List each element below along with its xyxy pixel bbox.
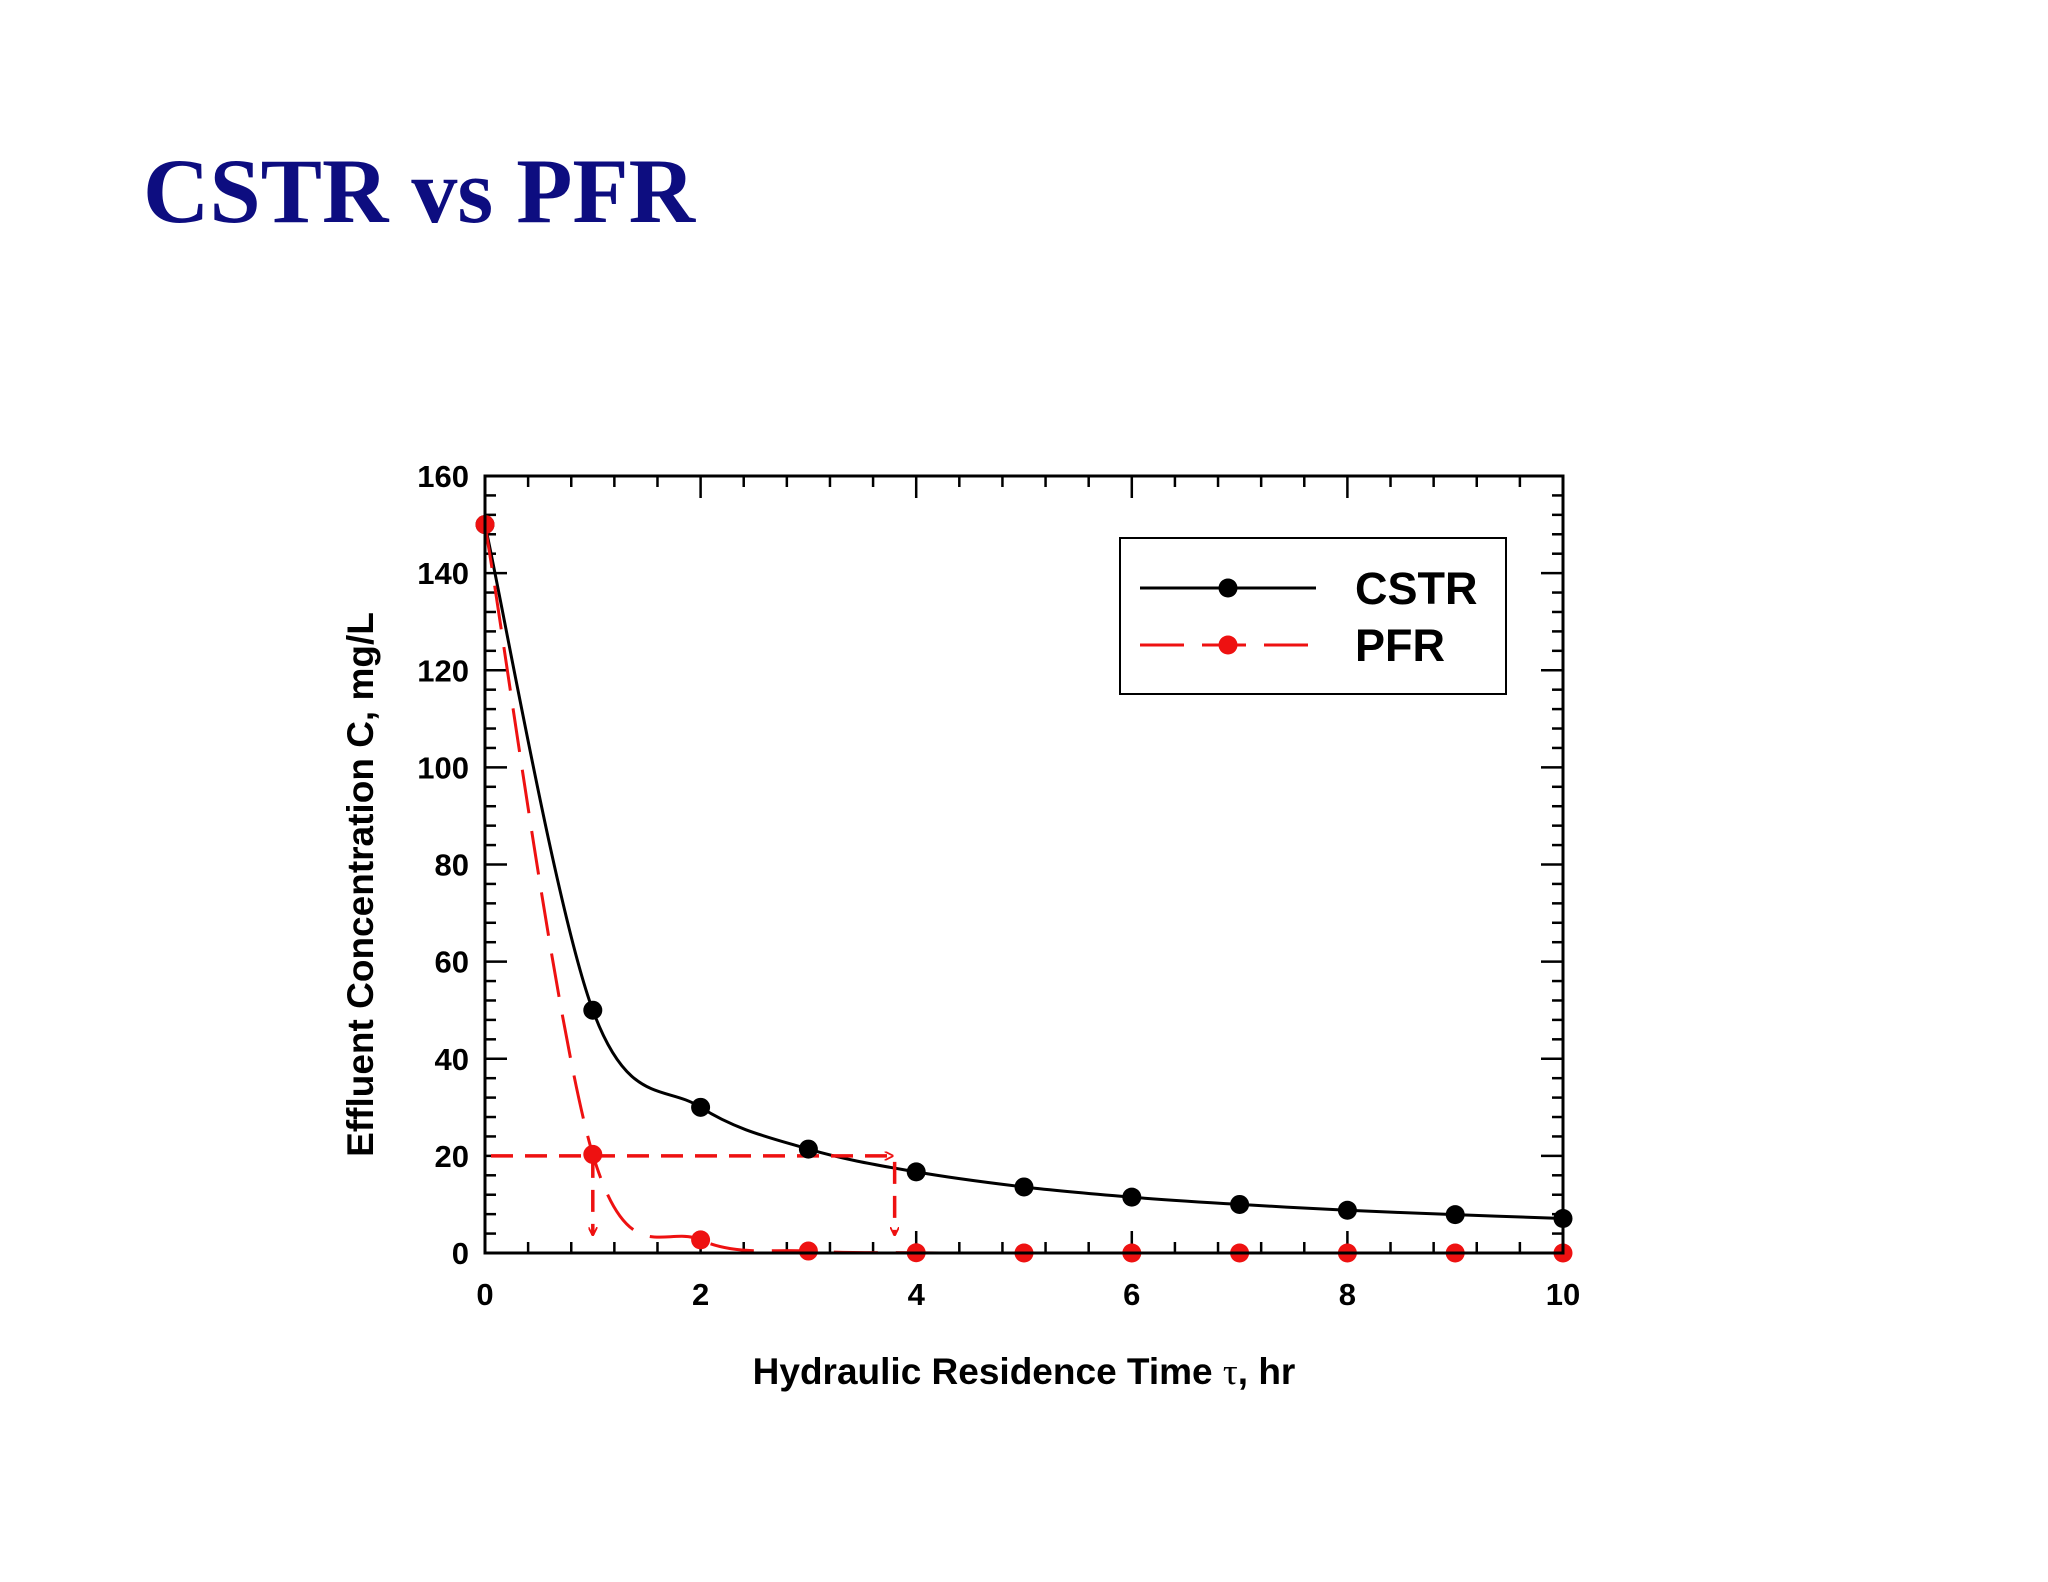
legend-box <box>1119 537 1507 695</box>
legend-marker-cstr <box>1218 578 1238 598</box>
y-axis-title: Effluent Concentration C, mg/L <box>340 612 381 1157</box>
cstr-point <box>1014 1177 1034 1197</box>
pfr-point <box>798 1241 818 1261</box>
x-tick-label: 6 <box>1123 1277 1140 1312</box>
x-tick-label: 10 <box>1546 1277 1580 1312</box>
x-tick-label: 0 <box>476 1277 493 1312</box>
y-tick-label: 120 <box>417 653 469 688</box>
x-tick-label: 4 <box>908 1277 926 1312</box>
annotation-arrows <box>491 1156 895 1235</box>
y-tick-label: 80 <box>435 848 469 883</box>
cstr-point <box>1445 1205 1465 1225</box>
y-tick-label: 60 <box>435 945 469 980</box>
legend-marker-pfr <box>1218 635 1238 655</box>
cstr-point <box>906 1162 926 1182</box>
data-points <box>475 515 1573 1263</box>
x-axis-title-unit: , hr <box>1238 1351 1296 1392</box>
cstr-point <box>583 1000 603 1020</box>
y-tick-label: 0 <box>452 1236 469 1271</box>
legend-label-cstr: CSTR <box>1355 563 1478 614</box>
plot-frame <box>483 474 1565 1255</box>
pfr-point <box>691 1230 711 1250</box>
legend: CSTR PFR <box>1119 537 1507 695</box>
cstr-point <box>1122 1187 1142 1207</box>
y-tick-label: 140 <box>417 556 469 591</box>
x-axis-title: Hydraulic Residence Time τ, hr <box>753 1351 1296 1393</box>
y-tick-label: 160 <box>417 459 469 494</box>
slide-title: CSTR vs PFR <box>143 140 696 242</box>
cstr-point <box>798 1139 818 1159</box>
cstr-point <box>1230 1194 1250 1214</box>
legend-label-pfr: PFR <box>1355 620 1445 671</box>
cstr-point <box>1337 1200 1357 1220</box>
x-axis-title-symbol: τ <box>1223 1352 1238 1393</box>
x-tick-label: 8 <box>1339 1277 1356 1312</box>
x-axis-title-main: Hydraulic Residence Time <box>753 1351 1223 1392</box>
x-tick-label: 2 <box>692 1277 709 1312</box>
y-tick-label: 100 <box>417 750 469 785</box>
y-tick-label: 20 <box>435 1139 469 1174</box>
y-tick-label: 40 <box>435 1042 469 1077</box>
pfr-point <box>583 1144 603 1164</box>
cstr-point <box>691 1097 711 1117</box>
